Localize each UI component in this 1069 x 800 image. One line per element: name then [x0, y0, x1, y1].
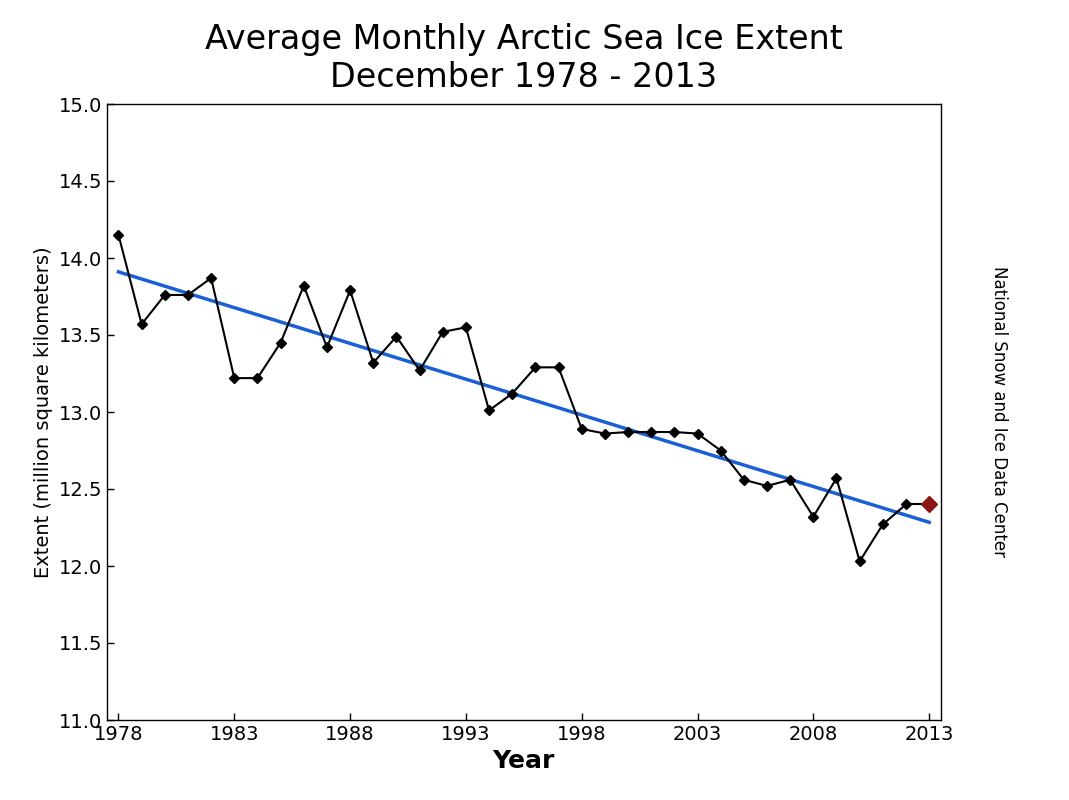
Y-axis label: Extent (million square kilometers): Extent (million square kilometers)	[34, 246, 53, 578]
Title: Average Monthly Arctic Sea Ice Extent
December 1978 - 2013: Average Monthly Arctic Sea Ice Extent De…	[205, 23, 842, 94]
X-axis label: Year: Year	[493, 750, 555, 774]
Text: National Snow and Ice Data Center: National Snow and Ice Data Center	[990, 266, 1008, 558]
